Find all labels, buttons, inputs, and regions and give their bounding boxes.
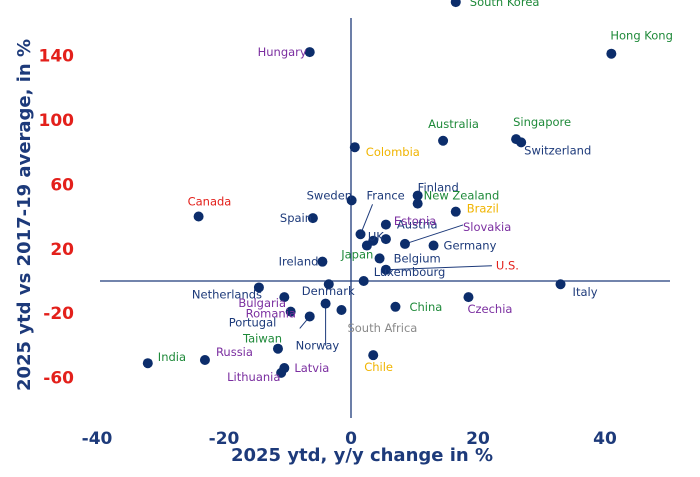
label-france: France (367, 188, 405, 202)
label-portugal: Portugal (229, 315, 277, 329)
label-switzerland: Switzerland (524, 143, 591, 157)
point-chile (368, 350, 379, 361)
label-finland: Finland (418, 181, 459, 195)
point-south-africa (336, 305, 347, 316)
point-south-korea (450, 0, 461, 8)
point-germany (428, 240, 439, 251)
point-australia (438, 135, 449, 146)
leader-u-s (385, 265, 492, 271)
label-colombia: Colombia (366, 145, 420, 159)
point-france (355, 229, 366, 240)
point-estonia (380, 234, 391, 245)
y-tick-label: 20 (50, 240, 74, 260)
point-norway (320, 298, 331, 309)
point-brazil (450, 206, 461, 217)
label-estonia: Estonia (394, 214, 436, 228)
label-canada: Canada (188, 195, 232, 209)
label-czechia: Czechia (467, 302, 512, 316)
data-points (142, 0, 617, 378)
point-russia (199, 354, 210, 365)
point-portugal (304, 311, 315, 322)
label-luxembourg: Luxembourg (374, 265, 446, 279)
label-lithuania: Lithuania (227, 370, 280, 384)
label-u-s: U.S. (496, 259, 519, 273)
point-spain (307, 213, 318, 224)
label-germany: Germany (444, 239, 497, 253)
label-brazil: Brazil (467, 202, 499, 216)
x-tick-label: -20 (209, 429, 240, 449)
label-bulgaria: Bulgaria (238, 296, 286, 310)
point-luxembourg (358, 276, 369, 286)
label-new-zealand: New Zealand (424, 189, 500, 203)
label-italy: Italy (573, 285, 598, 299)
label-slovakia: Slovakia (463, 220, 511, 234)
point-hong-kong (606, 48, 617, 59)
label-hungary: Hungary (258, 45, 307, 59)
label-hong-kong: Hong Kong (610, 29, 673, 43)
point-finland (412, 190, 423, 201)
label-sweden: Sweden (307, 188, 352, 202)
y-tick-label: 180 (39, 0, 75, 2)
x-tick-label: -40 (82, 429, 113, 449)
y-tick-label: -60 (43, 369, 74, 389)
point-india (142, 358, 153, 369)
x-tick-label: 40 (593, 429, 617, 449)
x-tick-label: 20 (466, 429, 490, 449)
label-south-korea: South Korea (470, 0, 540, 9)
point-austria (380, 219, 391, 230)
leader-slovakia (404, 224, 464, 245)
point-canada (193, 211, 204, 222)
point-belgium (374, 253, 385, 264)
point-switzerland (516, 137, 527, 148)
point-czechia (463, 292, 474, 303)
point-bulgaria (279, 292, 290, 303)
x-tick-label: 0 (345, 429, 357, 449)
point-colombia (349, 142, 360, 153)
leader-france (360, 204, 373, 235)
label-denmark: Denmark (302, 284, 355, 298)
x-axis-title: 2025 ytd, y/y change in % (231, 445, 493, 466)
point-taiwan (272, 343, 283, 354)
label-latvia: Latvia (294, 361, 329, 375)
x-tick-labels: -40 -20 0 20 40 (82, 429, 617, 449)
y-axis-title: 2025 ytd vs 2017-19 average, in % (14, 39, 35, 391)
point-u-s (380, 264, 391, 275)
point-new-zealand (412, 198, 423, 209)
y-tick-label: 140 (39, 46, 75, 66)
label-romania: Romania (246, 307, 296, 321)
label-belgium: Belgium (394, 251, 441, 265)
point-italy (555, 279, 566, 290)
label-chile: Chile (364, 360, 393, 374)
y-tick-label: 60 (50, 175, 74, 195)
label-china: China (409, 300, 442, 314)
label-japan: Japan (340, 248, 373, 262)
label-russia: Russia (216, 345, 253, 359)
label-ireland: Ireland (279, 255, 319, 269)
label-spain: Spain (280, 211, 312, 225)
point-japan (368, 235, 379, 246)
label-uk: UK (368, 230, 384, 244)
point-netherlands (253, 282, 264, 293)
point-denmark (323, 279, 334, 290)
label-india: India (158, 350, 186, 364)
y-tick-labels: -60 -20 20 60 100 140 180 (39, 0, 75, 389)
point-slovakia (399, 238, 410, 249)
point-romania (285, 306, 296, 317)
point-labels: South Korea Hong Kong Hungary Australia Sing… (158, 0, 673, 384)
label-norway: Norway (296, 339, 340, 353)
point-sweden (346, 195, 357, 206)
label-netherlands: Netherlands (192, 287, 262, 301)
label-taiwan: Taiwan (242, 332, 282, 346)
label-south-africa: South Africa (347, 321, 417, 335)
y-tick-label: -20 (43, 304, 74, 324)
label-australia: Australia (428, 117, 479, 131)
point-china (390, 301, 401, 312)
point-hungary (304, 47, 315, 58)
point-lithuania (276, 367, 287, 378)
y-tick-label: 100 (39, 111, 75, 131)
point-ireland (317, 256, 328, 267)
label-austria: Austria (397, 218, 438, 232)
label-singapore: Singapore (513, 115, 571, 129)
